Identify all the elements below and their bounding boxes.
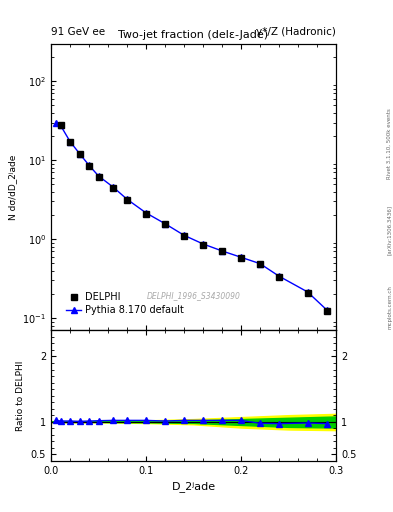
DELPHI xyxy=(239,255,243,261)
Y-axis label: Ratio to DELPHI: Ratio to DELPHI xyxy=(16,360,25,431)
Pythia 8.170 default xyxy=(239,254,243,260)
Text: mcplots.cern.ch: mcplots.cern.ch xyxy=(387,285,392,329)
Pythia 8.170 default xyxy=(182,232,186,239)
DELPHI xyxy=(87,163,92,169)
DELPHI xyxy=(305,290,310,296)
DELPHI xyxy=(182,233,186,239)
Pythia 8.170 default xyxy=(258,261,263,267)
DELPHI xyxy=(58,122,63,128)
DELPHI xyxy=(258,261,263,267)
Pythia 8.170 default xyxy=(58,122,63,129)
Title: Two-jet fraction (delε-Jade): Two-jet fraction (delε-Jade) xyxy=(119,30,268,40)
X-axis label: D_2ʲade: D_2ʲade xyxy=(171,481,216,492)
DELPHI xyxy=(77,151,82,157)
Pythia 8.170 default xyxy=(220,248,224,254)
DELPHI xyxy=(96,174,101,180)
Pythia 8.170 default xyxy=(144,210,149,216)
Pythia 8.170 default xyxy=(77,151,82,157)
DELPHI xyxy=(68,139,72,145)
Pythia 8.170 default xyxy=(163,221,167,227)
DELPHI xyxy=(277,274,281,280)
Text: [arXiv:1306.3436]: [arXiv:1306.3436] xyxy=(387,205,392,255)
DELPHI xyxy=(163,221,167,227)
Pythia 8.170 default xyxy=(201,241,206,247)
DELPHI xyxy=(110,184,115,190)
Line: Pythia 8.170 default: Pythia 8.170 default xyxy=(53,120,329,312)
Pythia 8.170 default xyxy=(96,173,101,179)
Pythia 8.170 default xyxy=(87,162,92,168)
Text: DELPHI_1996_S3430090: DELPHI_1996_S3430090 xyxy=(147,291,241,301)
Pythia 8.170 default xyxy=(324,307,329,313)
Pythia 8.170 default xyxy=(68,139,72,145)
Pythia 8.170 default xyxy=(53,119,58,125)
DELPHI xyxy=(220,248,224,254)
DELPHI xyxy=(201,242,206,248)
Text: 91 GeV ee: 91 GeV ee xyxy=(51,27,105,37)
Text: Rivet 3.1.10, 500k events: Rivet 3.1.10, 500k events xyxy=(387,108,392,179)
Pythia 8.170 default xyxy=(110,184,115,190)
Y-axis label: N dσ/dD_2ʲade: N dσ/dD_2ʲade xyxy=(8,154,17,220)
DELPHI xyxy=(324,307,329,313)
Pythia 8.170 default xyxy=(125,196,129,202)
Line: DELPHI: DELPHI xyxy=(57,122,330,314)
DELPHI xyxy=(125,197,129,203)
Pythia 8.170 default xyxy=(277,273,281,279)
DELPHI xyxy=(144,210,149,217)
Text: γ*/Z (Hadronic): γ*/Z (Hadronic) xyxy=(256,27,336,37)
Pythia 8.170 default xyxy=(305,289,310,295)
Legend: DELPHI, Pythia 8.170 default: DELPHI, Pythia 8.170 default xyxy=(64,290,186,317)
